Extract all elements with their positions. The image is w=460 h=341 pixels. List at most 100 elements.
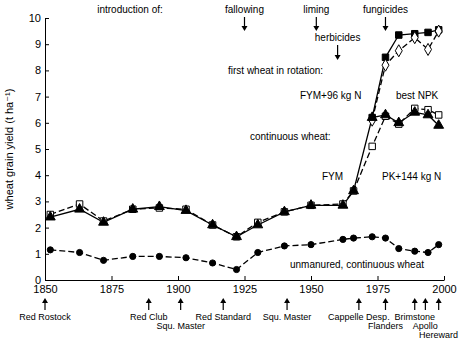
chart: 1 8 5 0 1875 1900 1925 1950 1975 2000 0 1 2 3 4 5 6 7 8 9 10… — [0, 0, 460, 341]
series-marker — [425, 29, 431, 35]
series-marker — [425, 249, 431, 255]
series-marker — [435, 25, 442, 37]
series-marker — [369, 234, 375, 240]
series-marker — [279, 206, 289, 215]
group-label: first wheat in rotation: — [228, 65, 323, 76]
y-tick-label: 8 — [35, 64, 41, 76]
y-tick-mark — [45, 44, 49, 45]
x-tick-label: 1900 — [166, 283, 190, 295]
variety-arrow — [358, 302, 359, 310]
variety-arrow — [286, 302, 287, 310]
series-marker — [45, 211, 55, 220]
x-axis: 1850187519001925195019752000 — [33, 276, 456, 295]
y-tick: 7 — [35, 91, 49, 103]
series-line — [372, 30, 439, 118]
series-marker — [255, 249, 261, 255]
series-label: FYM — [322, 171, 343, 182]
series-marker — [369, 143, 375, 149]
series-line — [50, 108, 438, 236]
x-tick: 1925 — [233, 276, 257, 295]
series-marker — [350, 235, 356, 241]
y-tick: 10 — [29, 12, 49, 24]
x-tick: 1875 — [100, 276, 124, 295]
variety-label: Squ. Master — [156, 321, 205, 331]
plot-area — [45, 25, 443, 273]
event-arrowhead — [382, 26, 388, 31]
x-tick-mark — [444, 276, 445, 280]
variety-arrowhead — [436, 298, 442, 303]
y-tick-label: 6 — [35, 117, 41, 129]
y-tick-mark — [45, 70, 49, 71]
y-tick-label: 3 — [35, 195, 41, 207]
event-label: liming — [303, 4, 329, 15]
x-tick: 1900 — [166, 276, 190, 295]
y-tick-mark — [45, 228, 49, 229]
variety-label: Squ. Master — [263, 312, 312, 322]
series-line — [50, 112, 438, 236]
series-label: unmanured, continuous wheat — [290, 259, 424, 270]
event-label: herbicides — [315, 32, 361, 43]
series-marker — [423, 109, 433, 118]
y-tick-label: 0 — [35, 274, 41, 286]
event-arrowhead — [335, 55, 341, 60]
series-marker — [340, 236, 346, 242]
variety-arrow — [425, 302, 426, 310]
event-arrowhead — [313, 26, 319, 31]
series-marker — [338, 200, 348, 209]
y-axis-title: wheat grain yield (t ha⁻¹) — [3, 89, 15, 211]
variety-arrow — [44, 302, 45, 310]
variety-arrowhead — [146, 298, 152, 303]
variety-arrow — [223, 302, 224, 310]
variety-arrowhead — [220, 298, 226, 303]
x-tick: 1975 — [366, 276, 390, 295]
y-tick: 5 — [35, 143, 49, 155]
series-marker — [253, 219, 263, 228]
variety-label: Red Rostock — [19, 312, 71, 322]
series-marker — [395, 45, 402, 57]
event-arrow — [244, 17, 245, 27]
y-tick-label: 9 — [35, 38, 41, 50]
introductions-title: introduction of: — [97, 4, 163, 15]
series-marker — [382, 59, 389, 71]
series-marker — [436, 242, 442, 248]
x-tick-mark — [245, 276, 246, 280]
event-arrow — [316, 17, 317, 27]
variety-arrow — [438, 302, 439, 310]
series-marker — [367, 112, 377, 121]
series-marker — [47, 247, 53, 253]
event-label: fungicides — [363, 4, 408, 15]
x-tick: 1950 — [299, 276, 323, 295]
series-marker — [425, 43, 432, 55]
variety-arrowhead — [178, 298, 184, 303]
y-tick-mark — [45, 97, 49, 98]
x-axis-line — [46, 280, 445, 281]
series-marker — [208, 219, 218, 228]
event-arrow — [385, 17, 386, 27]
y-tick-label: 1 — [35, 248, 41, 260]
y-tick: 0 — [35, 274, 49, 286]
y-axis: 0 1 2 3 4 5 6 7 8 9 10 — [29, 12, 49, 286]
y-tick: 4 — [35, 169, 49, 181]
x-tick-label: 2000 — [432, 283, 456, 295]
y-tick: 6 — [35, 117, 49, 129]
y-tick: 2 — [35, 222, 49, 234]
x-tick-mark — [311, 276, 312, 280]
variety-arrowhead — [412, 298, 418, 303]
series-marker — [75, 204, 85, 213]
event-label: fallowing — [225, 4, 264, 15]
series-marker — [76, 249, 82, 255]
y-tick-mark — [45, 201, 49, 202]
x-tick-label: 1875 — [100, 283, 124, 295]
series-marker — [382, 235, 388, 241]
series-label: FYM+96 kg N — [300, 90, 361, 101]
y-tick-label: 2 — [35, 222, 41, 234]
series-marker — [156, 253, 162, 259]
variety-arrowhead — [382, 298, 388, 303]
series-marker — [306, 200, 316, 209]
event-arrowhead — [242, 26, 248, 31]
variety-arrowhead — [422, 298, 428, 303]
x-tick-mark — [112, 276, 113, 280]
x-tick: 2000 — [432, 276, 456, 295]
y-tick-mark — [45, 18, 49, 19]
x-tick-mark — [178, 276, 179, 280]
